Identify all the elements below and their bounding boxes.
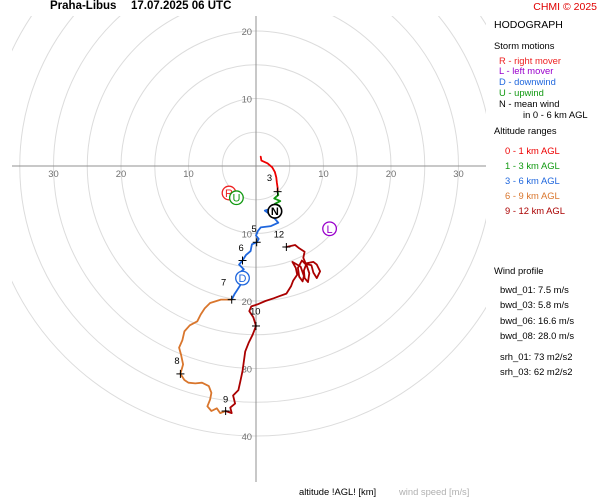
legend-downwind: D - downwind	[499, 76, 556, 88]
wind-profile-panel: Wind profile bwd_01: 7.5 m/s bwd_03: 5.8…	[494, 265, 600, 380]
storm-motion-markers: R U N L D	[221, 185, 338, 286]
bwd-03: bwd_03: 5.8 m/s	[500, 299, 569, 311]
altitude-range-0-1: 0 - 1 km AGL	[505, 144, 560, 156]
storm-marker-label-U: U	[232, 193, 240, 205]
footer-wind-speed-label: wind speed [m/s]	[399, 486, 470, 497]
hodograph-axes	[12, 16, 486, 482]
bwd-01: bwd_01: 7.5 m/s	[500, 283, 569, 295]
srh-03: srh_03: 62 m2/s2	[500, 366, 573, 378]
trace-segment-4	[224, 244, 322, 415]
y-tick-label: 20	[242, 26, 252, 37]
storm-marker-label-R: R	[225, 188, 233, 200]
x-tick-label: 30	[48, 168, 58, 179]
footer-altitude-label: altitude !AGL! [km]	[299, 486, 377, 497]
x-tick-label: 10	[318, 168, 328, 179]
y-tick-label: 20	[242, 296, 252, 307]
y-tick-label: 10	[242, 229, 252, 240]
bwd-06: bwd_06: 16.6 m/s	[500, 314, 575, 326]
trace-segment-0	[259, 155, 279, 193]
storm-marker-label-D: D	[239, 273, 247, 285]
y-tick-label: 40	[242, 431, 252, 442]
x-tick-label: 20	[386, 168, 396, 179]
altitude-range-6-9: 6 - 9 km AGL	[505, 190, 560, 202]
timestamp: 17.07.2025 06 UTC	[131, 0, 232, 12]
storm-marker-D	[235, 270, 250, 286]
x-tick-label: 10	[183, 168, 193, 179]
copyright: CHMI © 2025	[533, 1, 597, 13]
trace-segment-2	[230, 206, 280, 301]
storm-marker-N	[267, 203, 283, 219]
legend-mean-wind-note: in 0 - 6 km AGL	[523, 108, 588, 120]
height-label-5: 5	[251, 223, 256, 234]
legend-title: HODOGRAPH	[494, 19, 563, 31]
bwd-08: bwd_08: 28.0 m/s	[500, 330, 575, 342]
storm-marker-label-L: L	[327, 224, 333, 236]
altitude-ranges-title: Altitude ranges	[494, 125, 557, 136]
altitude-range-3-6: 3 - 6 km AGL	[505, 175, 560, 186]
wind-profile-title: Wind profile	[494, 265, 544, 276]
y-tick-label: 10	[242, 94, 252, 105]
height-label-8: 8	[174, 355, 179, 366]
altitude-ranges-legend: Altitude ranges 0 - 1 km AGL 1 - 3 km AG…	[494, 125, 600, 219]
storm-motions-legend: Storm motions R - right mover L - left m…	[494, 40, 600, 120]
x-tick-label: 30	[453, 168, 463, 179]
legend-upwind: U - upwind	[499, 86, 544, 98]
storm-motions-title: Storm motions	[494, 40, 555, 51]
srh-01: srh_01: 73 m2/s2	[500, 350, 573, 362]
wind-profile-traces	[178, 155, 322, 415]
height-markers: 3 56 7 8 9 10 12	[174, 172, 291, 416]
height-label-9: 9	[223, 393, 228, 404]
height-label-10: 10	[250, 306, 260, 317]
storm-marker-U	[228, 190, 244, 206]
altitude-range-9-12: 9 - 12 km AGL	[505, 205, 565, 217]
speed-rings	[12, 16, 486, 437]
altitude-range-1-3: 1 - 3 km AGL	[505, 159, 560, 171]
height-label-6: 6	[239, 242, 244, 253]
legend-mean-wind: N - mean wind	[499, 97, 560, 109]
height-label-12: 12	[274, 229, 284, 240]
storm-marker-L	[322, 221, 338, 237]
station-name: Praha-Libus	[50, 0, 117, 12]
y-tick-label: 30	[242, 364, 252, 375]
legend-right-mover: R - right mover	[499, 54, 561, 66]
legend-left-mover: L - left mover	[499, 65, 554, 77]
x-tick-label: 20	[116, 168, 126, 179]
height-label-7: 7	[221, 276, 226, 287]
storm-marker-label-N: N	[271, 206, 279, 218]
height-label-3: 3	[267, 172, 272, 183]
